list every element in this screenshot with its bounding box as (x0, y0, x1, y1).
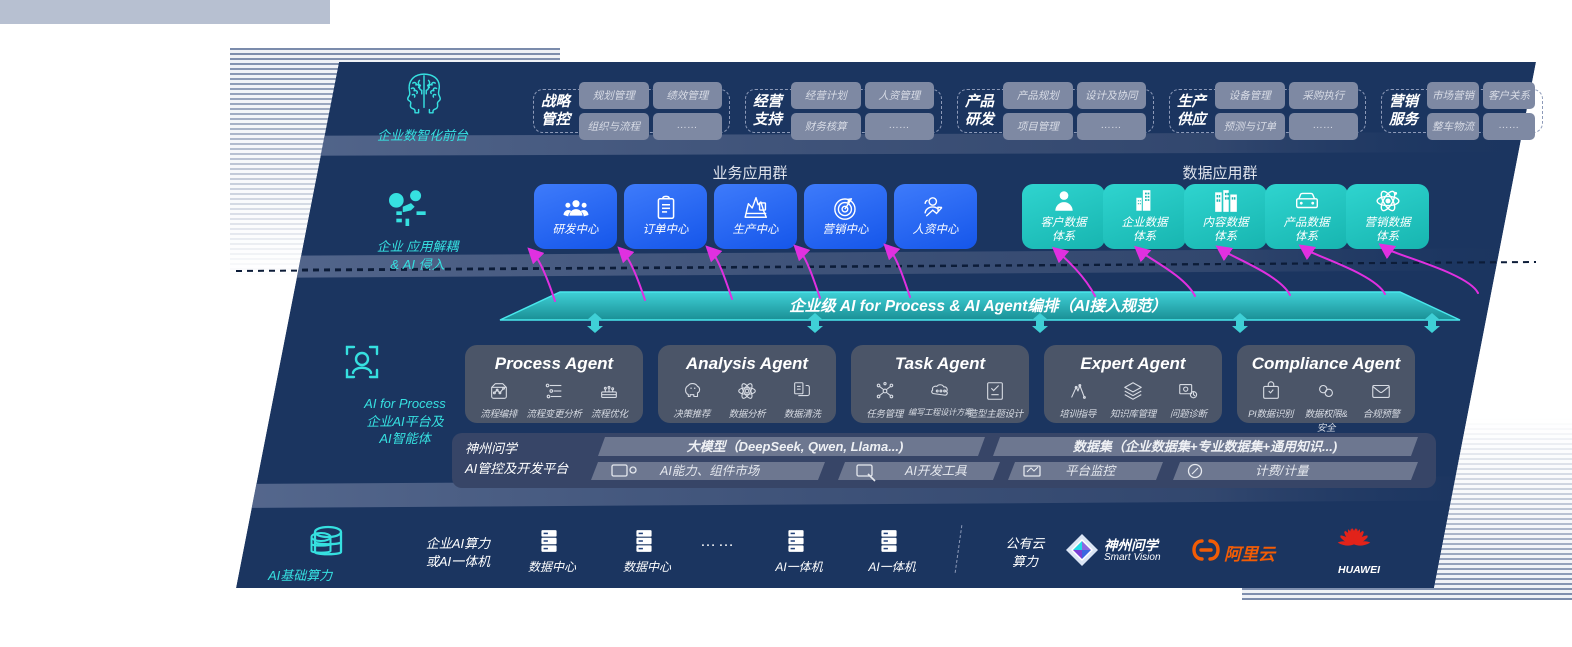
svg-text:数据集（企业数据集+专业数据集+通用知识...): 数据集（企业数据集+专业数据集+通用知识...) (1073, 439, 1337, 454)
svg-text:计费/计量: 计费/计量 (1255, 464, 1310, 478)
svg-text:AI能力、组件市场: AI能力、组件市场 (659, 464, 761, 478)
svg-text:平台监控: 平台监控 (1065, 464, 1118, 478)
svg-text:大模型（DeepSeek, Qwen, Llama...): 大模型（DeepSeek, Qwen, Llama...) (687, 439, 904, 454)
svg-text:AI开发工具: AI开发工具 (904, 464, 967, 478)
